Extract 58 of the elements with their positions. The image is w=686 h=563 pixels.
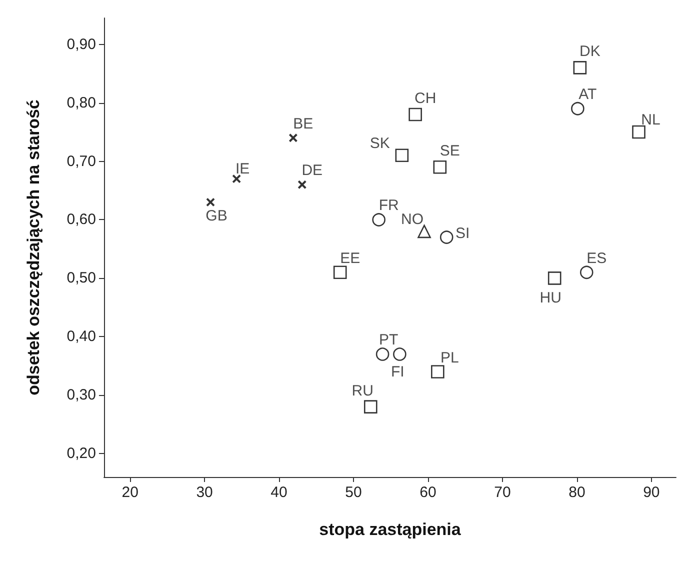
- data-label: SI: [456, 224, 470, 242]
- point: [393, 348, 406, 361]
- x-tick-label: 20: [122, 484, 138, 501]
- data-label: CH: [414, 90, 436, 107]
- y-tick-label: 0,70: [66, 152, 96, 170]
- x-tick-label: 60: [420, 484, 436, 501]
- y-axis-title: odsetek oszczędzających na starość: [24, 100, 43, 396]
- point: [573, 61, 587, 74]
- data-label: DE: [302, 162, 323, 180]
- point: [298, 180, 307, 190]
- data-label: SK: [370, 134, 390, 152]
- point: [376, 348, 390, 361]
- y-tick-label: 0,30: [66, 386, 96, 404]
- x-tick-label: 30: [196, 484, 213, 501]
- x-tick-label: 80: [568, 484, 586, 501]
- point: [580, 266, 594, 279]
- x-tick-label: 70: [494, 484, 511, 501]
- x-tick-label: 40: [270, 484, 288, 501]
- y-tick-label: 0,50: [66, 270, 96, 287]
- data-label: PT: [378, 332, 398, 349]
- x-axis-title: stopa zastąpienia: [319, 520, 462, 539]
- point: [418, 224, 431, 238]
- point: [548, 272, 562, 285]
- data-label: GB: [206, 208, 228, 225]
- point: [206, 198, 216, 207]
- x-tick-label: 90: [643, 484, 660, 501]
- y-tick-label: 0,20: [66, 445, 96, 462]
- data-label: DK: [580, 43, 600, 60]
- data-label: FR: [378, 197, 399, 214]
- data-label: SE: [440, 142, 460, 160]
- y-tick-label: 0,90: [66, 36, 96, 53]
- point: [632, 125, 646, 139]
- point: [232, 174, 242, 184]
- data-label: IE: [235, 160, 250, 178]
- data-label: PL: [440, 349, 459, 366]
- point: [395, 148, 409, 162]
- point: [433, 160, 447, 174]
- y-tick-label: 0,60: [66, 211, 96, 228]
- point: [288, 133, 298, 142]
- x-tick-label: 50: [345, 484, 362, 501]
- data-label: EE: [340, 250, 360, 267]
- data-label: RU: [352, 382, 374, 400]
- point: [571, 102, 584, 116]
- point: [408, 108, 422, 122]
- point: [440, 230, 454, 244]
- point: [364, 400, 378, 414]
- point: [372, 213, 386, 226]
- data-label: ES: [586, 250, 607, 267]
- point: [431, 365, 444, 378]
- data-label: AT: [578, 86, 597, 104]
- y-tick-label: 0,80: [66, 94, 96, 112]
- data-label: HU: [540, 290, 562, 307]
- point: [333, 266, 347, 279]
- data-label: BE: [293, 115, 314, 132]
- data-label: NL: [641, 112, 660, 129]
- data-label: NO: [401, 210, 424, 228]
- y-tick-label: 0,40: [66, 328, 96, 346]
- data-label: FI: [391, 364, 404, 381]
